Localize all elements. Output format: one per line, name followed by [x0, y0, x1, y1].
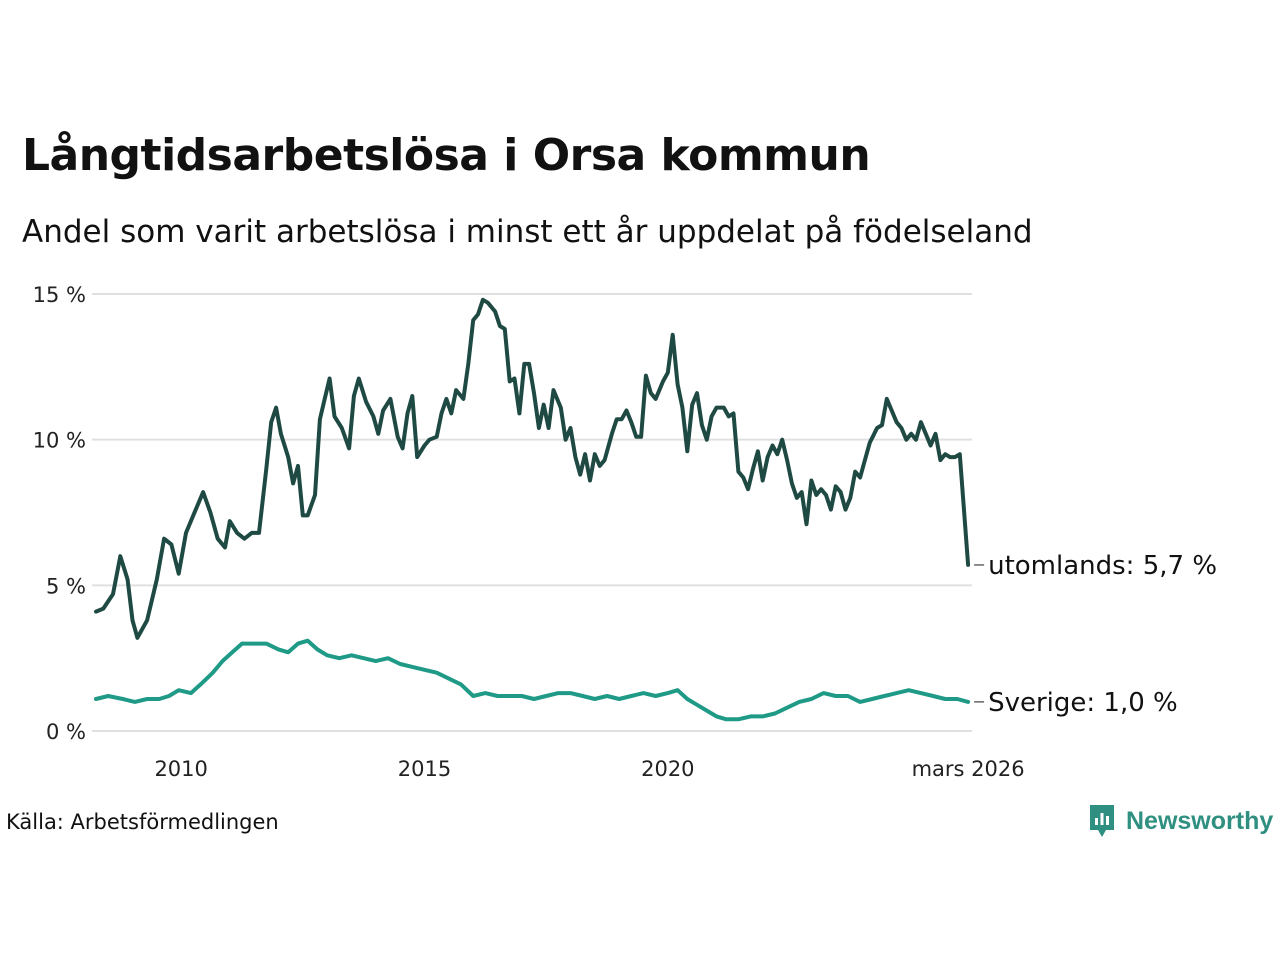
series-line-utomlands: [94, 297, 971, 640]
x-tick-label: 2020: [641, 757, 694, 781]
x-axis-ticks: 2010 2015 2020 mars 2026: [154, 757, 1024, 781]
y-axis-ticks: 0 % 5 % 10 % 15 %: [33, 283, 86, 744]
series-end-labels: utomlands: 5,7 % Sverige: 1,0 %: [974, 551, 1217, 718]
y-tick-label: 0 %: [46, 720, 86, 744]
newsworthy-logo-icon: [1090, 805, 1114, 837]
y-tick-label: 5 %: [46, 574, 86, 598]
grid-lines: [92, 293, 972, 732]
brand-logo: Newsworthy: [1088, 802, 1273, 840]
chart-title: Långtidsarbetslösa i Orsa kommun: [22, 130, 871, 181]
y-tick-label: 10 %: [33, 429, 86, 453]
series-line-sverige: [94, 638, 971, 722]
brand-name: Newsworthy: [1126, 806, 1274, 835]
chart-subtitle: Andel som varit arbetslösa i minst ett å…: [22, 214, 1033, 250]
source-note: Källa: Arbetsförmedlingen: [6, 810, 279, 834]
x-tick-label: 2015: [398, 757, 451, 781]
series-lines: [94, 297, 971, 722]
series-end-label-utomlands: utomlands: 5,7 %: [988, 551, 1217, 581]
y-tick-label: 15 %: [33, 283, 86, 307]
x-tick-label: 2010: [154, 757, 207, 781]
x-tick-label: mars 2026: [912, 757, 1025, 781]
series-end-label-sverige: Sverige: 1,0 %: [988, 688, 1178, 718]
